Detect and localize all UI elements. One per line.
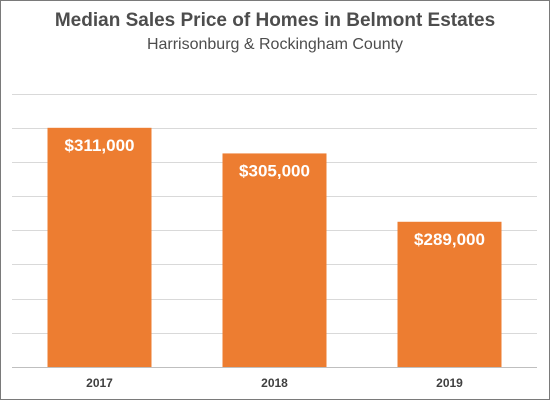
bars <box>47 127 502 367</box>
bar-2017 <box>47 127 152 367</box>
data-label-2019: $289,000 <box>414 230 485 249</box>
x-tick-label-2018: 2018 <box>261 376 288 390</box>
x-tick-labels: 2017 2018 2019 <box>86 376 463 390</box>
x-tick-label-2019: 2019 <box>436 376 463 390</box>
bar-2019 <box>397 221 502 367</box>
x-tick-label-2017: 2017 <box>86 376 113 390</box>
chart-title: Median Sales Price of Homes in Belmont E… <box>54 10 496 31</box>
data-label-2017: $311,000 <box>65 136 135 155</box>
data-labels: $311,000 $305,000 $289,000 <box>65 136 485 249</box>
chart-subtitle: Harrisonburg & Rockingham County <box>146 36 404 53</box>
bar-2018 <box>222 153 327 367</box>
data-label-2018: $305,000 <box>239 161 310 180</box>
